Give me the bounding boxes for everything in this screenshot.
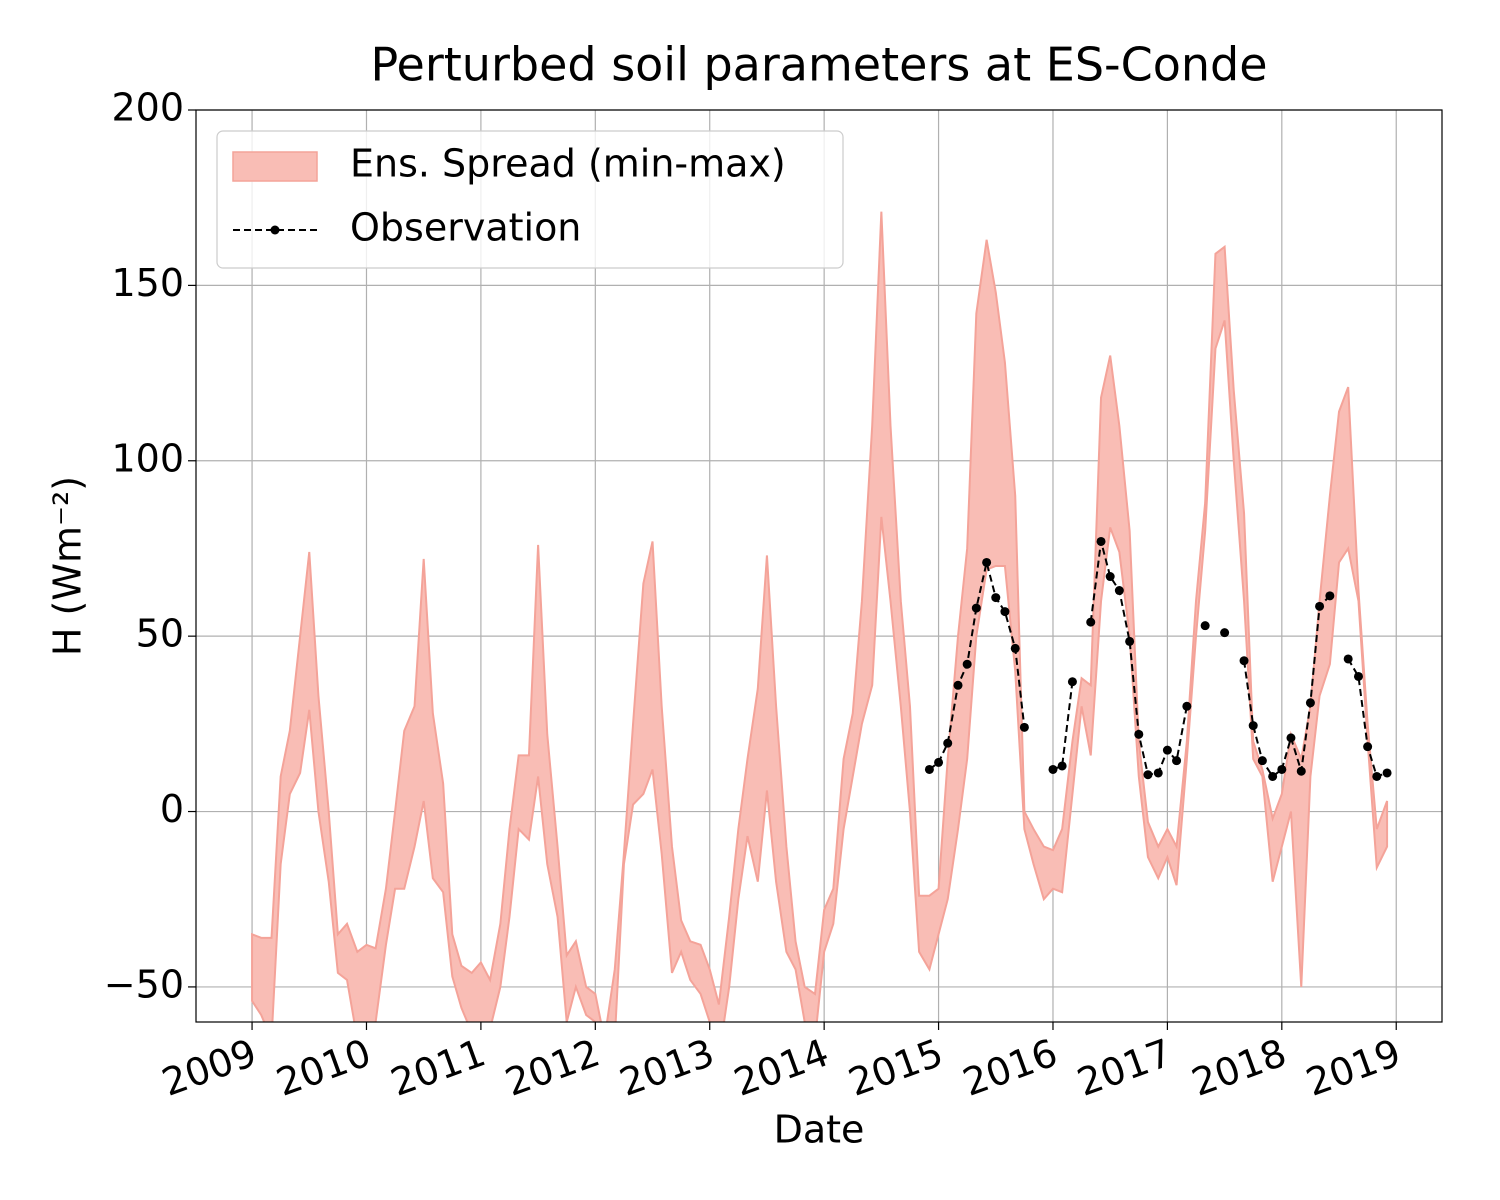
plot-frame <box>195 109 1443 1023</box>
observation-marker <box>943 738 953 748</box>
observation-marker <box>1086 617 1096 627</box>
observation-marker <box>1105 572 1115 582</box>
observation-marker <box>971 603 981 613</box>
observation-marker <box>1182 701 1192 711</box>
y-tick-label: 50 <box>136 612 184 656</box>
plot-area <box>251 211 1392 1022</box>
observation-marker <box>1200 621 1210 631</box>
y-tick-label: −50 <box>104 962 184 1006</box>
y-tick-label: 200 <box>111 86 184 130</box>
observation-marker <box>924 764 934 774</box>
observation-marker <box>1114 586 1124 596</box>
observation-marker <box>1162 745 1172 755</box>
legend-marker <box>270 225 280 235</box>
observation-marker <box>1325 591 1335 601</box>
x-axis-label: Date <box>774 1108 865 1152</box>
legend-label: Observation <box>350 206 581 250</box>
chart-title: Perturbed soil parameters at ES-Conde <box>370 38 1267 92</box>
y-tick-label: 100 <box>111 436 184 480</box>
observation-marker <box>1305 698 1315 708</box>
observation-marker <box>1257 756 1267 766</box>
observation-marker <box>1268 771 1278 781</box>
observation-marker <box>1096 536 1106 546</box>
observation-marker <box>982 557 992 567</box>
observation-marker <box>953 680 963 690</box>
observation-marker <box>1153 768 1163 778</box>
legend-swatch <box>232 151 318 182</box>
observation-marker <box>1315 601 1325 611</box>
observation-marker <box>1134 729 1144 739</box>
observation-marker <box>1172 756 1182 766</box>
observation-marker <box>991 593 1001 603</box>
observation-marker <box>934 757 944 767</box>
legend-box <box>216 130 844 269</box>
observation-marker <box>1048 764 1058 774</box>
observation-marker <box>1382 768 1392 778</box>
observation-marker <box>1125 636 1135 646</box>
observation-marker <box>1343 654 1353 664</box>
observation-marker <box>1286 733 1296 743</box>
spread-band <box>251 211 1389 1022</box>
observation-marker <box>1277 764 1287 774</box>
observation-marker <box>1248 721 1258 731</box>
observation-marker <box>1220 628 1230 638</box>
observation-marker <box>1372 771 1382 781</box>
observation-marker <box>1057 761 1067 771</box>
legend-label: Ens. Spread (min-max) <box>350 142 786 186</box>
observation-marker <box>1363 742 1373 752</box>
y-axis-label: H (Wm⁻²) <box>46 476 90 656</box>
observation-marker <box>1239 656 1249 666</box>
y-tick-label: 150 <box>111 261 184 305</box>
observation-marker <box>1019 722 1029 732</box>
observation-marker <box>1067 677 1077 687</box>
observation-marker <box>1010 643 1020 653</box>
observation-marker <box>1296 766 1306 776</box>
observation-marker <box>1000 607 1010 617</box>
y-tick-label: 0 <box>160 787 184 831</box>
observation-marker <box>1353 671 1363 681</box>
observation-marker <box>1143 770 1153 780</box>
observation-marker <box>962 659 972 669</box>
